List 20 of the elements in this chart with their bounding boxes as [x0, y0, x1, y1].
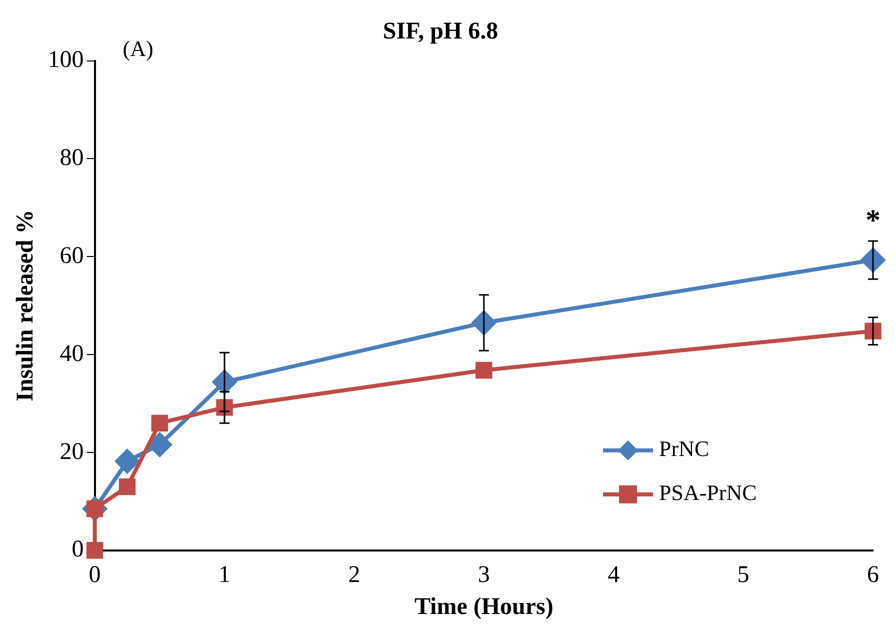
y-axis-title: Insulin released % — [12, 210, 39, 402]
y-tick-label: 60 — [60, 242, 84, 269]
x-tick-label: 5 — [737, 562, 750, 588]
x-tick-label: 4 — [608, 562, 620, 588]
x-tick-label: 1 — [218, 562, 230, 588]
x-tick-label: 3 — [478, 562, 490, 588]
y-tick-label: 80 — [60, 145, 84, 172]
x-tick-label: 2 — [348, 562, 360, 588]
y-tick-label: 0 — [72, 536, 84, 563]
annotation: * — [866, 204, 880, 238]
x-tick-label: 6 — [867, 562, 879, 588]
chart-title: SIF, pH 6.8 — [382, 18, 498, 45]
annotation: (A) — [122, 36, 154, 61]
y-tick-label: 40 — [60, 340, 84, 367]
legend-label: PSA-PrNC — [659, 480, 757, 506]
legend-label: PrNC — [659, 436, 710, 462]
y-tick-label: 20 — [60, 438, 84, 465]
y-tick-label: 100 — [48, 47, 84, 74]
x-axis-title: Time (Hours) — [414, 594, 554, 620]
x-tick-label: 0 — [88, 562, 101, 588]
